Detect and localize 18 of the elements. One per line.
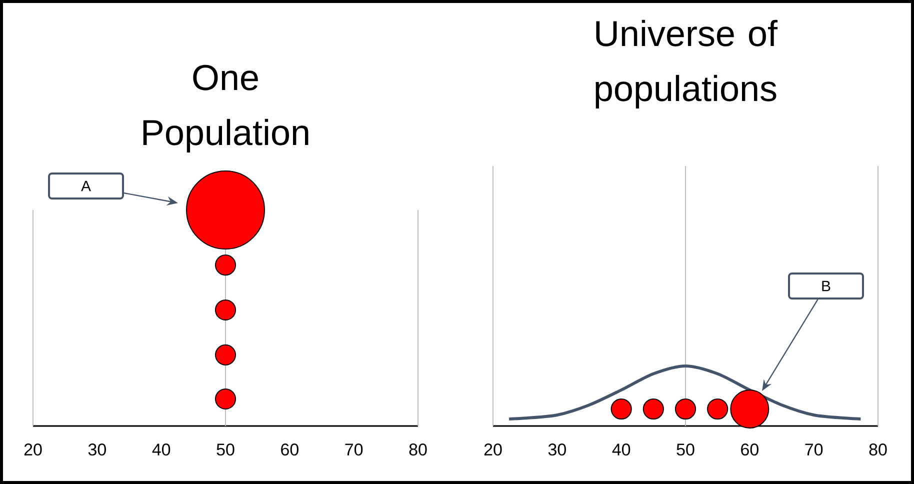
x-tick-label: 40: [152, 444, 170, 456]
x-tick-label: 30: [88, 444, 106, 456]
x-tick-label: 50: [216, 444, 234, 456]
x-tick-label: 60: [281, 444, 298, 456]
x-tick-label: 20: [484, 444, 502, 456]
x-tick-label: 60: [741, 444, 758, 456]
x-tick-label: 30: [548, 444, 566, 456]
chart-title: One Population: [143, 64, 308, 152]
text: A: [81, 180, 91, 192]
x-tick-label: 70: [805, 444, 823, 456]
text: B: [822, 280, 830, 292]
x-tick-label: 40: [612, 444, 630, 456]
x-tick-label: 80: [409, 444, 427, 456]
x-tick-label: 20: [24, 444, 42, 456]
x-tick-label: 70: [345, 444, 363, 456]
x-tick-label: 50: [676, 444, 694, 456]
x-tick-label: 80: [869, 444, 887, 456]
chart-title: Universe of populations: [596, 20, 778, 108]
